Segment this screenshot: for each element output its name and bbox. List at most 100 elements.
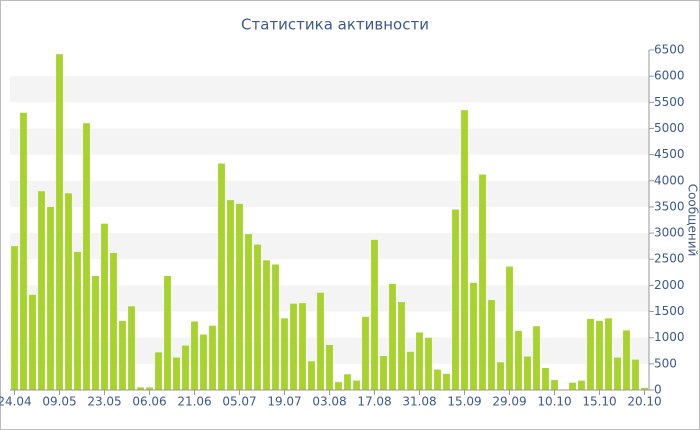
- y-axis-label: Сообщений: [686, 184, 700, 257]
- bar: [110, 252, 117, 390]
- x-tick-label: 05.07: [222, 395, 256, 409]
- bar: [29, 294, 36, 390]
- x-tick-label: 15.09: [447, 395, 481, 409]
- bar: [326, 345, 333, 390]
- bar: [407, 351, 414, 390]
- x-tick-label: 19.07: [267, 395, 301, 409]
- bar: [83, 123, 90, 390]
- bar: [515, 330, 522, 390]
- bar: [173, 357, 180, 390]
- bar: [371, 239, 378, 390]
- bar: [596, 320, 603, 390]
- bar: [182, 345, 189, 390]
- x-tick-label: 10.10: [537, 395, 571, 409]
- chart-title: Статистика активности: [241, 16, 429, 34]
- x-tick-label: 21.06: [177, 395, 211, 409]
- bar: [641, 387, 648, 390]
- bar: [308, 361, 315, 390]
- bar: [299, 303, 306, 390]
- bar: [74, 251, 81, 390]
- bar: [227, 200, 234, 390]
- bar: [551, 380, 558, 390]
- bar: [200, 334, 207, 390]
- bar: [128, 306, 135, 390]
- bar: [470, 282, 477, 390]
- y-tick-label: 2000: [654, 278, 685, 292]
- bar: [245, 234, 252, 390]
- bar: [524, 356, 531, 390]
- bar: [47, 206, 54, 390]
- bar: [398, 302, 405, 390]
- x-tick-label: 03.08: [312, 395, 346, 409]
- bar: [389, 283, 396, 390]
- y-tick-label: 0: [654, 383, 662, 397]
- bar: [632, 359, 639, 390]
- y-tick-label: 5000: [654, 121, 685, 135]
- x-tick-label: 09.05: [42, 395, 76, 409]
- bar: [506, 266, 513, 390]
- y-tick-label: 1500: [654, 304, 685, 318]
- bar: [164, 275, 171, 390]
- grid-band: [10, 76, 649, 103]
- y-tick-label: 3000: [654, 226, 685, 240]
- y-tick-label: 6000: [654, 69, 685, 83]
- bar: [92, 275, 99, 390]
- bar: [425, 337, 432, 390]
- bar: [20, 112, 27, 391]
- bar: [137, 387, 144, 390]
- bar: [56, 54, 63, 390]
- bar: [587, 318, 594, 390]
- x-tick-label: 23.05: [87, 395, 121, 409]
- bar: [209, 325, 216, 390]
- bar: [542, 368, 549, 390]
- y-tick-label: 2500: [654, 252, 685, 266]
- bar: [272, 264, 279, 390]
- bar: [380, 356, 387, 390]
- y-tick-label: 500: [654, 356, 677, 370]
- bar: [623, 330, 630, 390]
- bar: [281, 318, 288, 390]
- grid-band: [10, 128, 649, 155]
- y-tick-label: 5500: [654, 95, 685, 109]
- bar: [569, 382, 576, 390]
- bar: [353, 380, 360, 390]
- bar: [452, 209, 459, 390]
- x-tick-label: 31.08: [402, 395, 436, 409]
- x-tick-label: 29.09: [492, 395, 526, 409]
- bar: [533, 326, 540, 390]
- bar: [434, 369, 441, 390]
- y-tick-label: 6500: [654, 43, 685, 57]
- bar: [488, 300, 495, 390]
- bar: [11, 246, 18, 390]
- bar: [578, 380, 585, 390]
- bar: [101, 223, 108, 390]
- bar: [416, 332, 423, 390]
- x-tick-label: 20.10: [627, 395, 661, 409]
- bar: [479, 174, 486, 390]
- bar: [191, 321, 198, 390]
- bar: [38, 191, 45, 390]
- bar: [362, 316, 369, 390]
- bar: [614, 357, 621, 390]
- bar: [146, 387, 153, 390]
- bar: [263, 260, 270, 390]
- bar: [335, 382, 342, 390]
- y-tick-label: 4000: [654, 173, 685, 187]
- bar: [317, 292, 324, 390]
- bar: [344, 374, 351, 390]
- y-tick-label: 4500: [654, 147, 685, 161]
- x-tick-label: 06.06: [132, 395, 166, 409]
- bar: [155, 352, 162, 390]
- bar: [65, 193, 72, 390]
- bar: [236, 203, 243, 390]
- bar: [461, 110, 468, 391]
- bar: [254, 244, 261, 390]
- y-tick-label: 1000: [654, 330, 685, 344]
- bar: [119, 320, 126, 390]
- bar: [497, 362, 504, 390]
- bar: [443, 373, 450, 390]
- bar: [290, 303, 297, 390]
- y-tick-label: 3500: [654, 199, 685, 213]
- x-tick-label: 17.08: [357, 395, 391, 409]
